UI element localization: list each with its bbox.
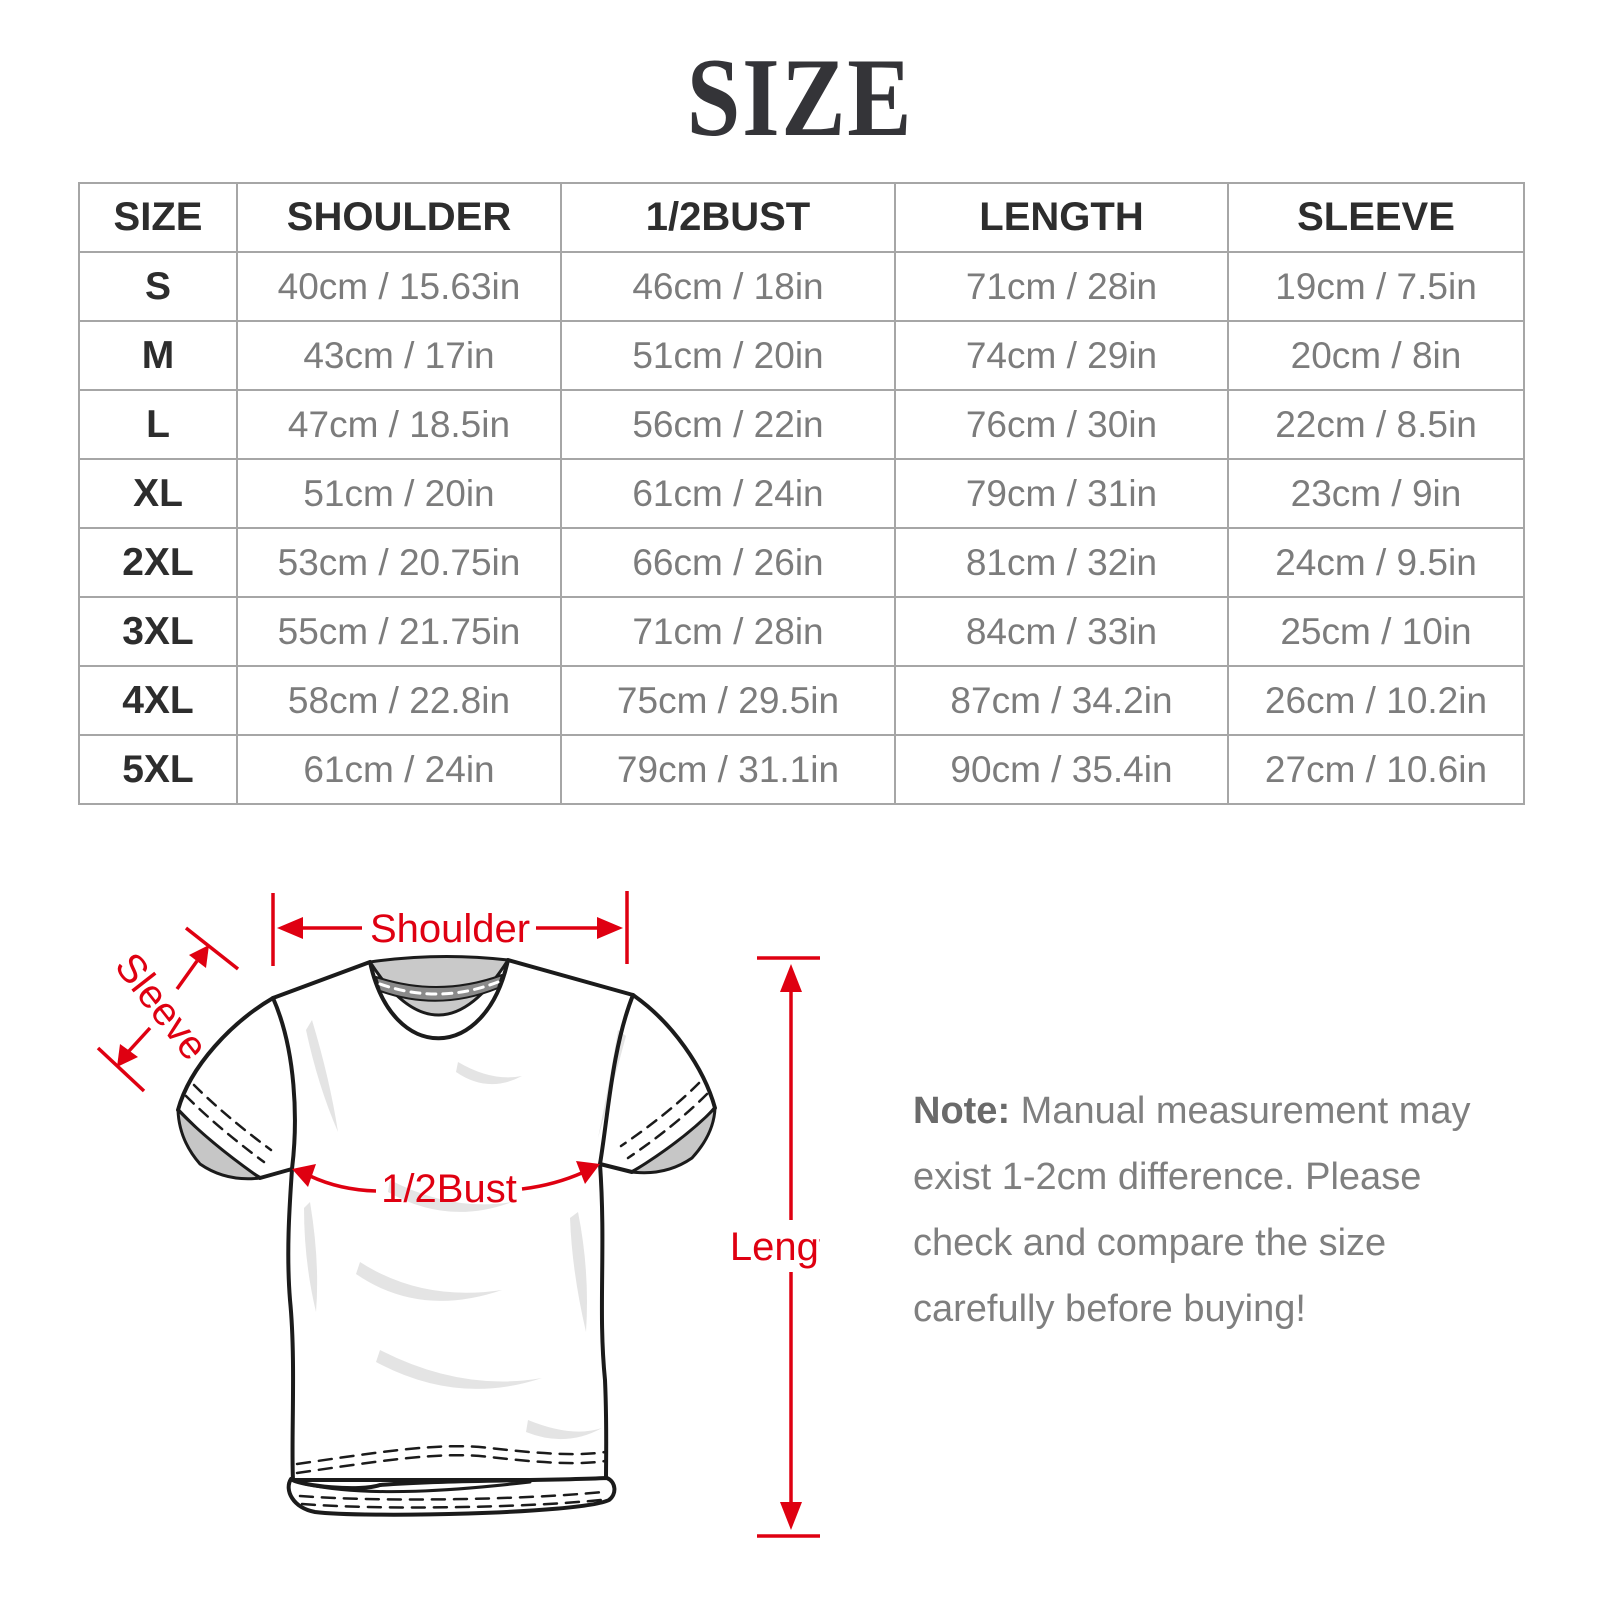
note-line-2: exist 1-2cm difference. Please xyxy=(913,1156,1422,1198)
collar-stitch-band xyxy=(375,974,503,1002)
cell-size: 4XL xyxy=(78,665,238,736)
cell-size: M xyxy=(78,320,238,391)
note-line-3: check and compare the size xyxy=(913,1222,1387,1264)
table-header-row: SIZE SHOULDER 1/2BUST LENGTH SLEEVE xyxy=(78,182,1525,253)
cell-size: L xyxy=(78,389,238,460)
cell-length: 87cm / 34.2in xyxy=(894,665,1229,736)
cell-length: 74cm / 29in xyxy=(894,320,1229,391)
cell-size: 5XL xyxy=(78,734,238,805)
cuff-right xyxy=(630,1106,717,1175)
page-title: SIZE xyxy=(686,36,914,160)
cell-sleeve: 23cm / 9in xyxy=(1227,458,1525,529)
note-line-1: Manual measurement may xyxy=(1020,1090,1471,1132)
hem-roll xyxy=(286,1476,617,1517)
cell-sleeve: 24cm / 9.5in xyxy=(1227,527,1525,598)
cell-sleeve: 22cm / 8.5in xyxy=(1227,389,1525,460)
cell-size: XL xyxy=(78,458,238,529)
cell-sleeve: 27cm / 10.6in xyxy=(1227,734,1525,805)
measurement-diagram: Shoulder Sleeve 1/2Bust Length xyxy=(60,880,852,1560)
col-header-length: LENGTH xyxy=(894,182,1229,253)
sleeve-dimension xyxy=(96,926,240,1093)
size-chart-table: SIZE SHOULDER 1/2BUST LENGTH SLEEVE S 40… xyxy=(78,182,1525,805)
col-header-sleeve: SLEEVE xyxy=(1227,182,1525,253)
cell-bust: 66cm / 26in xyxy=(560,527,896,598)
cell-bust: 51cm / 20in xyxy=(560,320,896,391)
cell-shoulder: 53cm / 20.75in xyxy=(236,527,562,598)
length-label: Length xyxy=(730,1225,820,1269)
cell-sleeve: 19cm / 7.5in xyxy=(1227,251,1525,322)
cell-shoulder: 47cm / 18.5in xyxy=(236,389,562,460)
cell-shoulder: 55cm / 21.75in xyxy=(236,596,562,667)
shoulder-label: Shoulder xyxy=(370,907,530,951)
note-label: Note: xyxy=(913,1090,1011,1132)
table-row: XL 51cm / 20in 61cm / 24in 79cm / 31in 2… xyxy=(78,458,1525,529)
length-dimension xyxy=(757,956,825,1538)
bust-dimension xyxy=(292,1161,600,1193)
cell-shoulder: 43cm / 17in xyxy=(236,320,562,391)
cuff-stitches xyxy=(184,1081,709,1164)
cell-bust: 71cm / 28in xyxy=(560,596,896,667)
sleeve-tick-bottom xyxy=(96,1046,146,1093)
col-header-bust: 1/2BUST xyxy=(560,182,896,253)
arrowhead-down-left xyxy=(117,1044,138,1067)
arrowhead-left xyxy=(277,917,303,939)
sleeve-seam-left xyxy=(271,996,297,1171)
cell-length: 81cm / 32in xyxy=(894,527,1229,598)
table-row: 2XL 53cm / 20.75in 66cm / 26in 81cm / 32… xyxy=(78,527,1525,598)
hem-stitches-upper xyxy=(295,1444,607,1475)
tshirt-illustration xyxy=(176,954,717,1517)
table-row: 5XL 61cm / 24in 79cm / 31.1in 90cm / 35.… xyxy=(78,734,1525,805)
cuff-left xyxy=(176,1108,262,1181)
tshirt-diagram-svg: Shoulder Sleeve 1/2Bust Length xyxy=(96,891,852,1538)
cell-sleeve: 25cm / 10in xyxy=(1227,596,1525,667)
cell-shoulder: 51cm / 20in xyxy=(236,458,562,529)
hem-stitches-roll xyxy=(298,1490,605,1509)
cell-length: 84cm / 33in xyxy=(894,596,1229,667)
col-header-size: SIZE xyxy=(78,182,238,253)
cell-length: 79cm / 31in xyxy=(894,458,1229,529)
shoulder-dimension xyxy=(271,891,629,966)
sleeve-seam-right xyxy=(598,993,635,1166)
table-row: 3XL 55cm / 21.75in 71cm / 28in 84cm / 33… xyxy=(78,596,1525,667)
cell-bust: 56cm / 22in xyxy=(560,389,896,460)
cell-size: 2XL xyxy=(78,527,238,598)
cell-bust: 46cm / 18in xyxy=(560,251,896,322)
arrowhead-bust-right xyxy=(576,1161,600,1184)
cell-length: 76cm / 30in xyxy=(894,389,1229,460)
note-text: Note: Manual measurement may exist 1-2cm… xyxy=(913,1078,1533,1342)
table-row: S 40cm / 15.63in 46cm / 18in 71cm / 28in… xyxy=(78,251,1525,322)
bust-label: 1/2Bust xyxy=(381,1167,517,1211)
note-line-4: carefully before buying! xyxy=(913,1288,1306,1330)
cell-bust: 61cm / 24in xyxy=(560,458,896,529)
table-row: M 43cm / 17in 51cm / 20in 74cm / 29in 20… xyxy=(78,320,1525,391)
cell-shoulder: 61cm / 24in xyxy=(236,734,562,805)
cell-bust: 79cm / 31.1in xyxy=(560,734,896,805)
col-header-shoulder: SHOULDER xyxy=(236,182,562,253)
cell-bust: 75cm / 29.5in xyxy=(560,665,896,736)
arrowhead-up-right xyxy=(189,945,209,968)
arrowhead-down xyxy=(780,1502,802,1530)
cell-size: S xyxy=(78,251,238,322)
arrowhead-right xyxy=(597,917,623,939)
sleeve-tick-top xyxy=(184,926,240,971)
cell-length: 90cm / 35.4in xyxy=(894,734,1229,805)
hem-fold-line xyxy=(303,1480,532,1494)
cell-shoulder: 40cm / 15.63in xyxy=(236,251,562,322)
arrowhead-bust-left xyxy=(292,1164,316,1187)
collar-back-neck xyxy=(368,954,510,1017)
tshirt-body xyxy=(176,958,717,1482)
cell-sleeve: 20cm / 8in xyxy=(1227,320,1525,391)
table-row: L 47cm / 18.5in 56cm / 22in 76cm / 30in … xyxy=(78,389,1525,460)
cell-sleeve: 26cm / 10.2in xyxy=(1227,665,1525,736)
cell-size: 3XL xyxy=(78,596,238,667)
cell-length: 71cm / 28in xyxy=(894,251,1229,322)
cell-shoulder: 58cm / 22.8in xyxy=(236,665,562,736)
arrowhead-up xyxy=(780,964,802,992)
table-row: 4XL 58cm / 22.8in 75cm / 29.5in 87cm / 3… xyxy=(78,665,1525,736)
